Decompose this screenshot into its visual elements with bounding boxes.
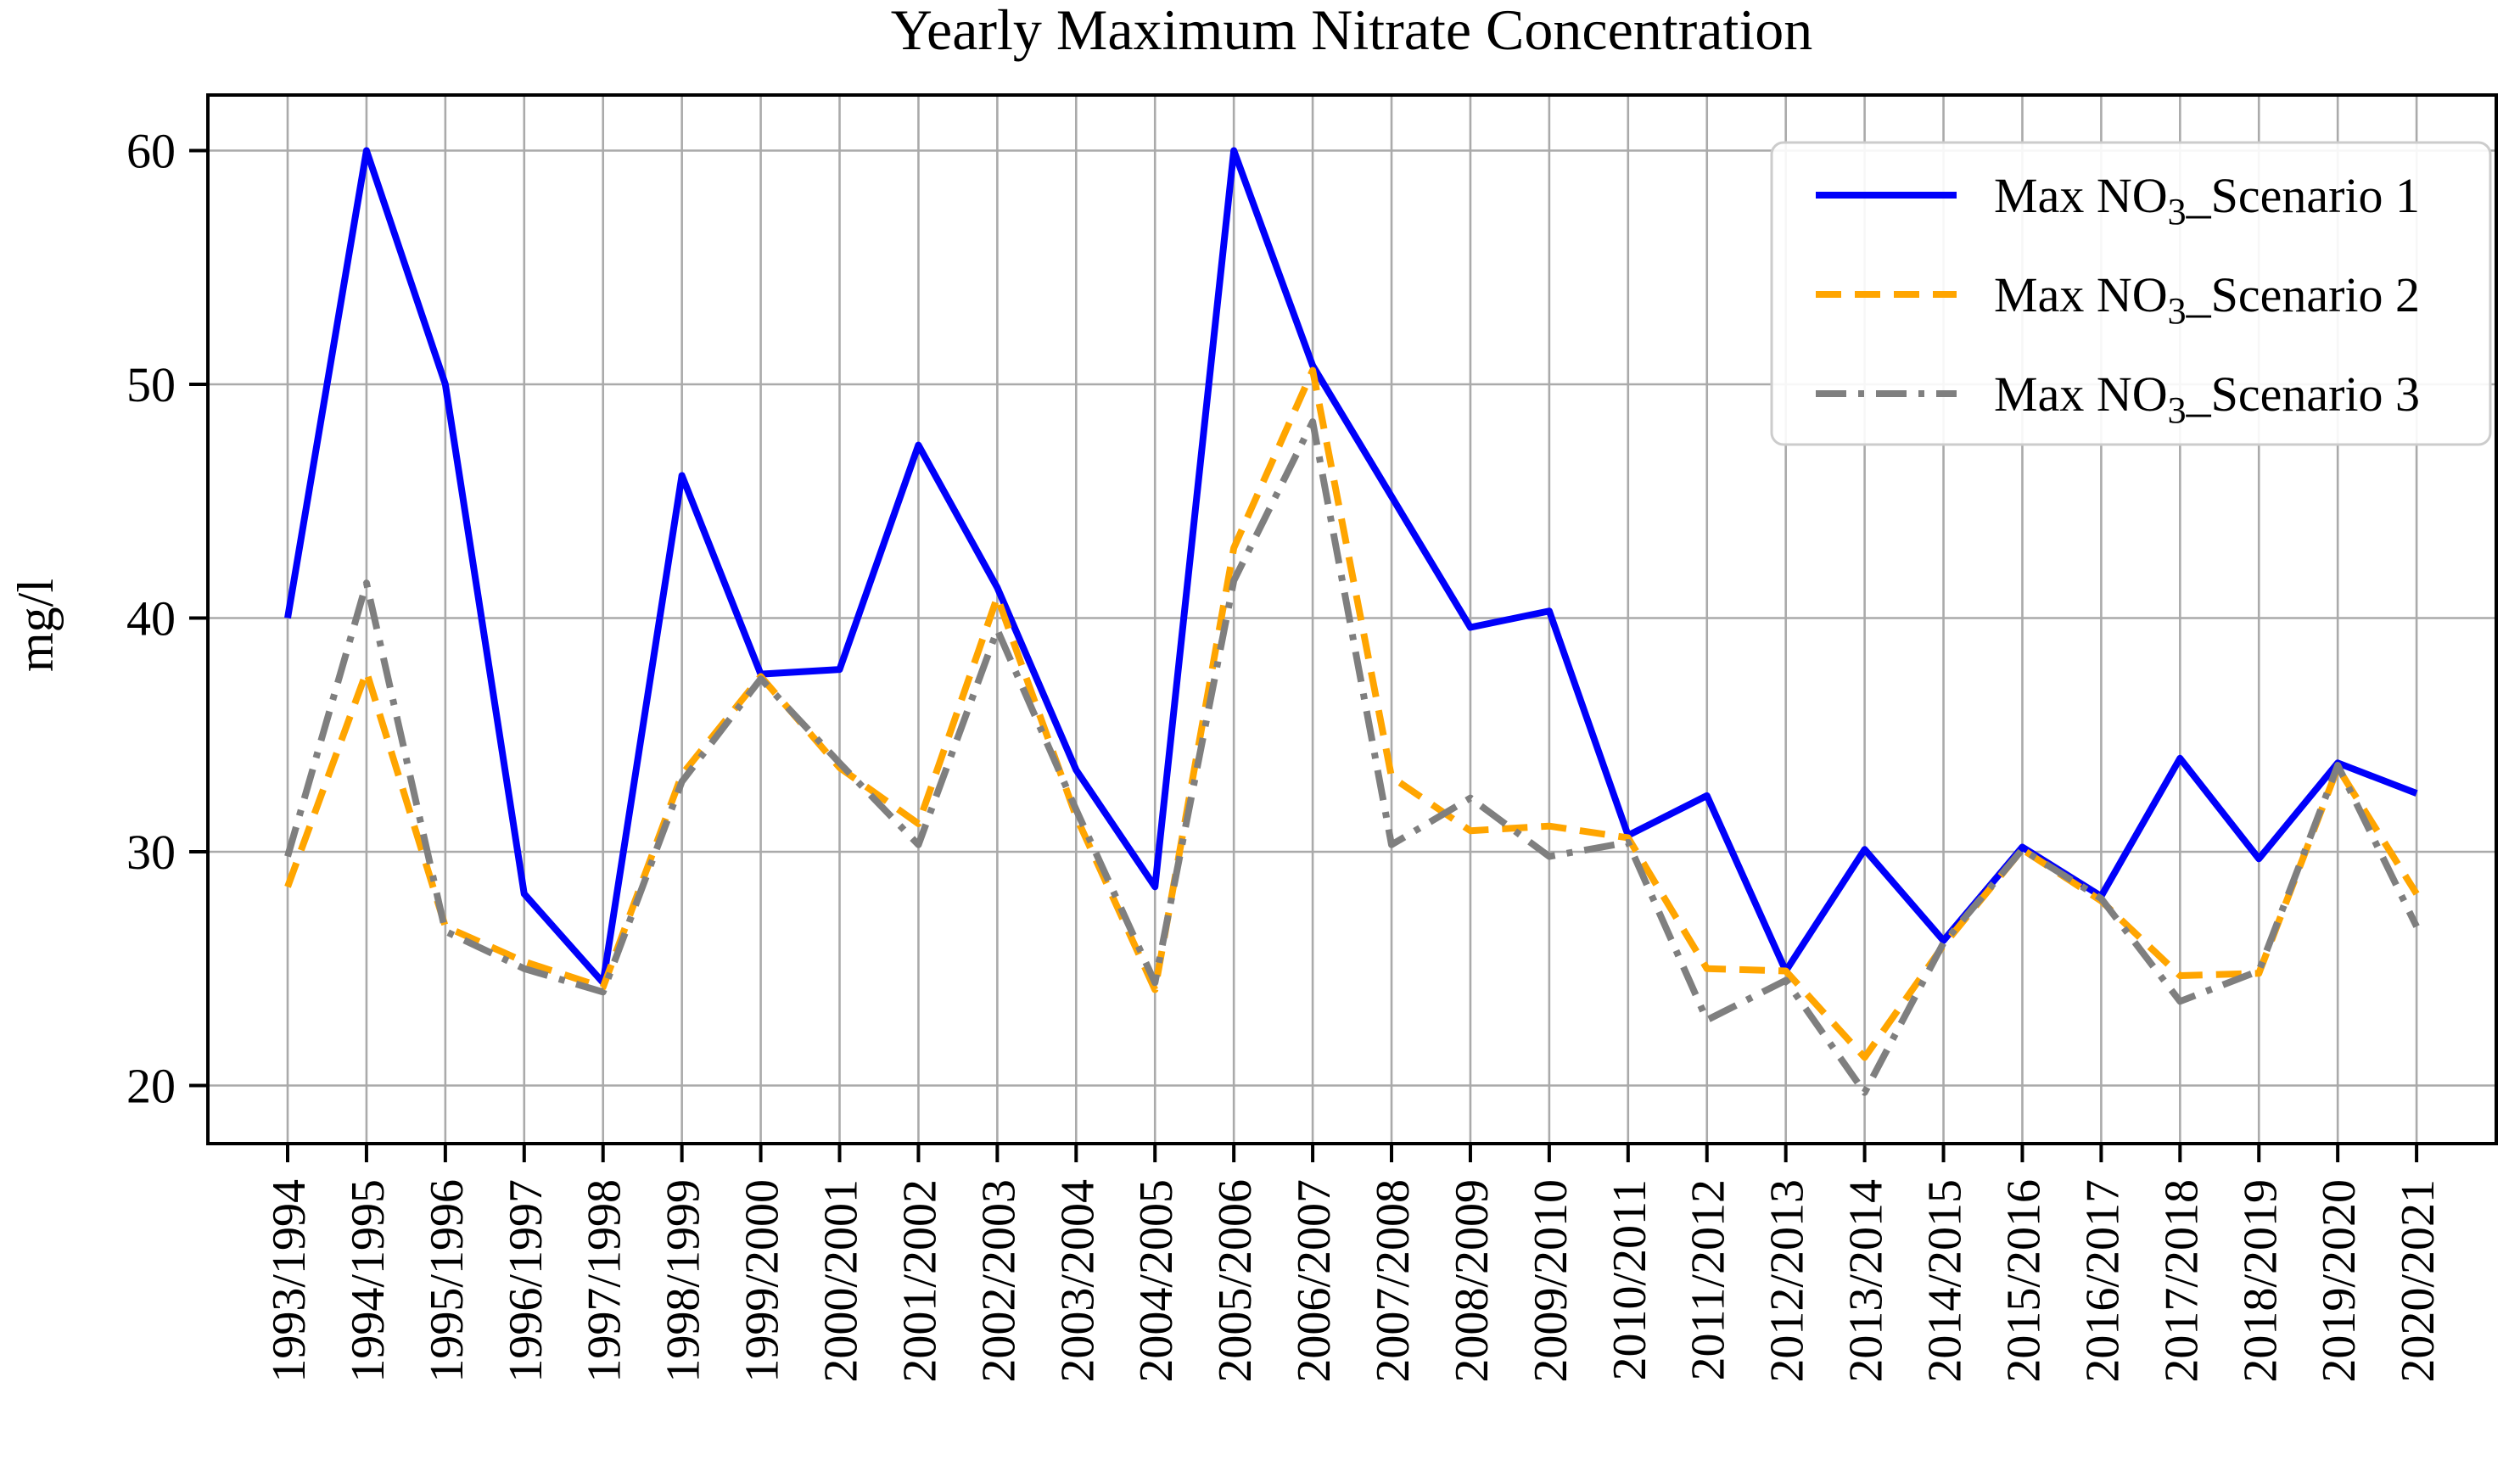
x-tick-label: 2005/2006 bbox=[1209, 1179, 1262, 1383]
x-tick-label: 2012/2013 bbox=[1761, 1179, 1814, 1383]
x-tick-label: 2006/2007 bbox=[1288, 1179, 1341, 1383]
axes bbox=[189, 93, 2498, 1162]
x-tick-label: 2020/2021 bbox=[2392, 1179, 2444, 1383]
x-tick-label: 2014/2015 bbox=[1919, 1179, 1972, 1383]
x-tick-label: 2008/2009 bbox=[1446, 1179, 1498, 1383]
x-tick-label: 1999/2000 bbox=[736, 1179, 789, 1383]
x-tick-label: 2011/2012 bbox=[1683, 1179, 1735, 1380]
legend-label: Max NO3_Scenario 1 bbox=[1994, 168, 2420, 232]
y-tick-label: 40 bbox=[126, 591, 176, 646]
legend-item: Max NO3_Scenario 3 bbox=[1816, 366, 2420, 431]
x-tick-label: 2002/2003 bbox=[972, 1179, 1025, 1383]
x-tick-label: 1997/1998 bbox=[579, 1179, 631, 1383]
legend-label: Max NO3_Scenario 3 bbox=[1994, 366, 2420, 431]
x-tick-label: 2017/2018 bbox=[2155, 1179, 2208, 1383]
x-tick-label: 2018/2019 bbox=[2234, 1179, 2287, 1383]
legend-item: Max NO3_Scenario 1 bbox=[1816, 168, 2420, 232]
y-tick-label: 60 bbox=[126, 124, 176, 179]
x-tick-label: 1995/1996 bbox=[421, 1179, 473, 1383]
x-tick-label: 2007/2008 bbox=[1367, 1179, 1420, 1383]
x-tick-label: 2001/2002 bbox=[893, 1179, 946, 1383]
legend-box bbox=[1770, 141, 2492, 446]
y-tick-label: 30 bbox=[126, 825, 176, 880]
legend-label: Max NO3_Scenario 2 bbox=[1994, 267, 2420, 332]
y-tick-label: 50 bbox=[126, 357, 176, 412]
x-tick-label: 2004/2005 bbox=[1130, 1179, 1183, 1383]
x-tick-label: 2010/2011 bbox=[1604, 1179, 1656, 1380]
y-tick-label: 20 bbox=[126, 1059, 176, 1114]
x-tick-label: 1994/1995 bbox=[342, 1179, 395, 1383]
x-tick-label: 2000/2001 bbox=[815, 1179, 868, 1383]
x-tick-label: 2016/2017 bbox=[2076, 1179, 2129, 1383]
x-tick-label: 1996/1997 bbox=[500, 1179, 552, 1383]
x-tick-label: 1998/1999 bbox=[658, 1179, 710, 1383]
legend-item: Max NO3_Scenario 2 bbox=[1816, 267, 2420, 332]
x-tick-label: 2019/2020 bbox=[2313, 1179, 2366, 1383]
chart-title: Yearly Maximum Nitrate Concentration bbox=[891, 0, 1813, 62]
x-tick-label: 1993/1994 bbox=[263, 1179, 316, 1383]
x-tick-label: 2013/2014 bbox=[1840, 1179, 1893, 1383]
legend: Max NO3_Scenario 1 Max NO3_Scenario 2 Max … bbox=[1770, 141, 2492, 446]
x-tick-label: 2003/2004 bbox=[1051, 1179, 1104, 1383]
x-tick-label: 2009/2010 bbox=[1525, 1179, 1577, 1383]
tick-labels: 20 30 40 50 60 1993/1994 1994/1995 1995/1996 199… bbox=[126, 124, 2444, 1383]
data-series bbox=[284, 147, 2420, 1096]
series-line-dashdot bbox=[284, 418, 2420, 1096]
x-tick-label: 2015/2016 bbox=[1997, 1179, 2050, 1383]
y-axis-label: mg/l bbox=[8, 579, 64, 672]
